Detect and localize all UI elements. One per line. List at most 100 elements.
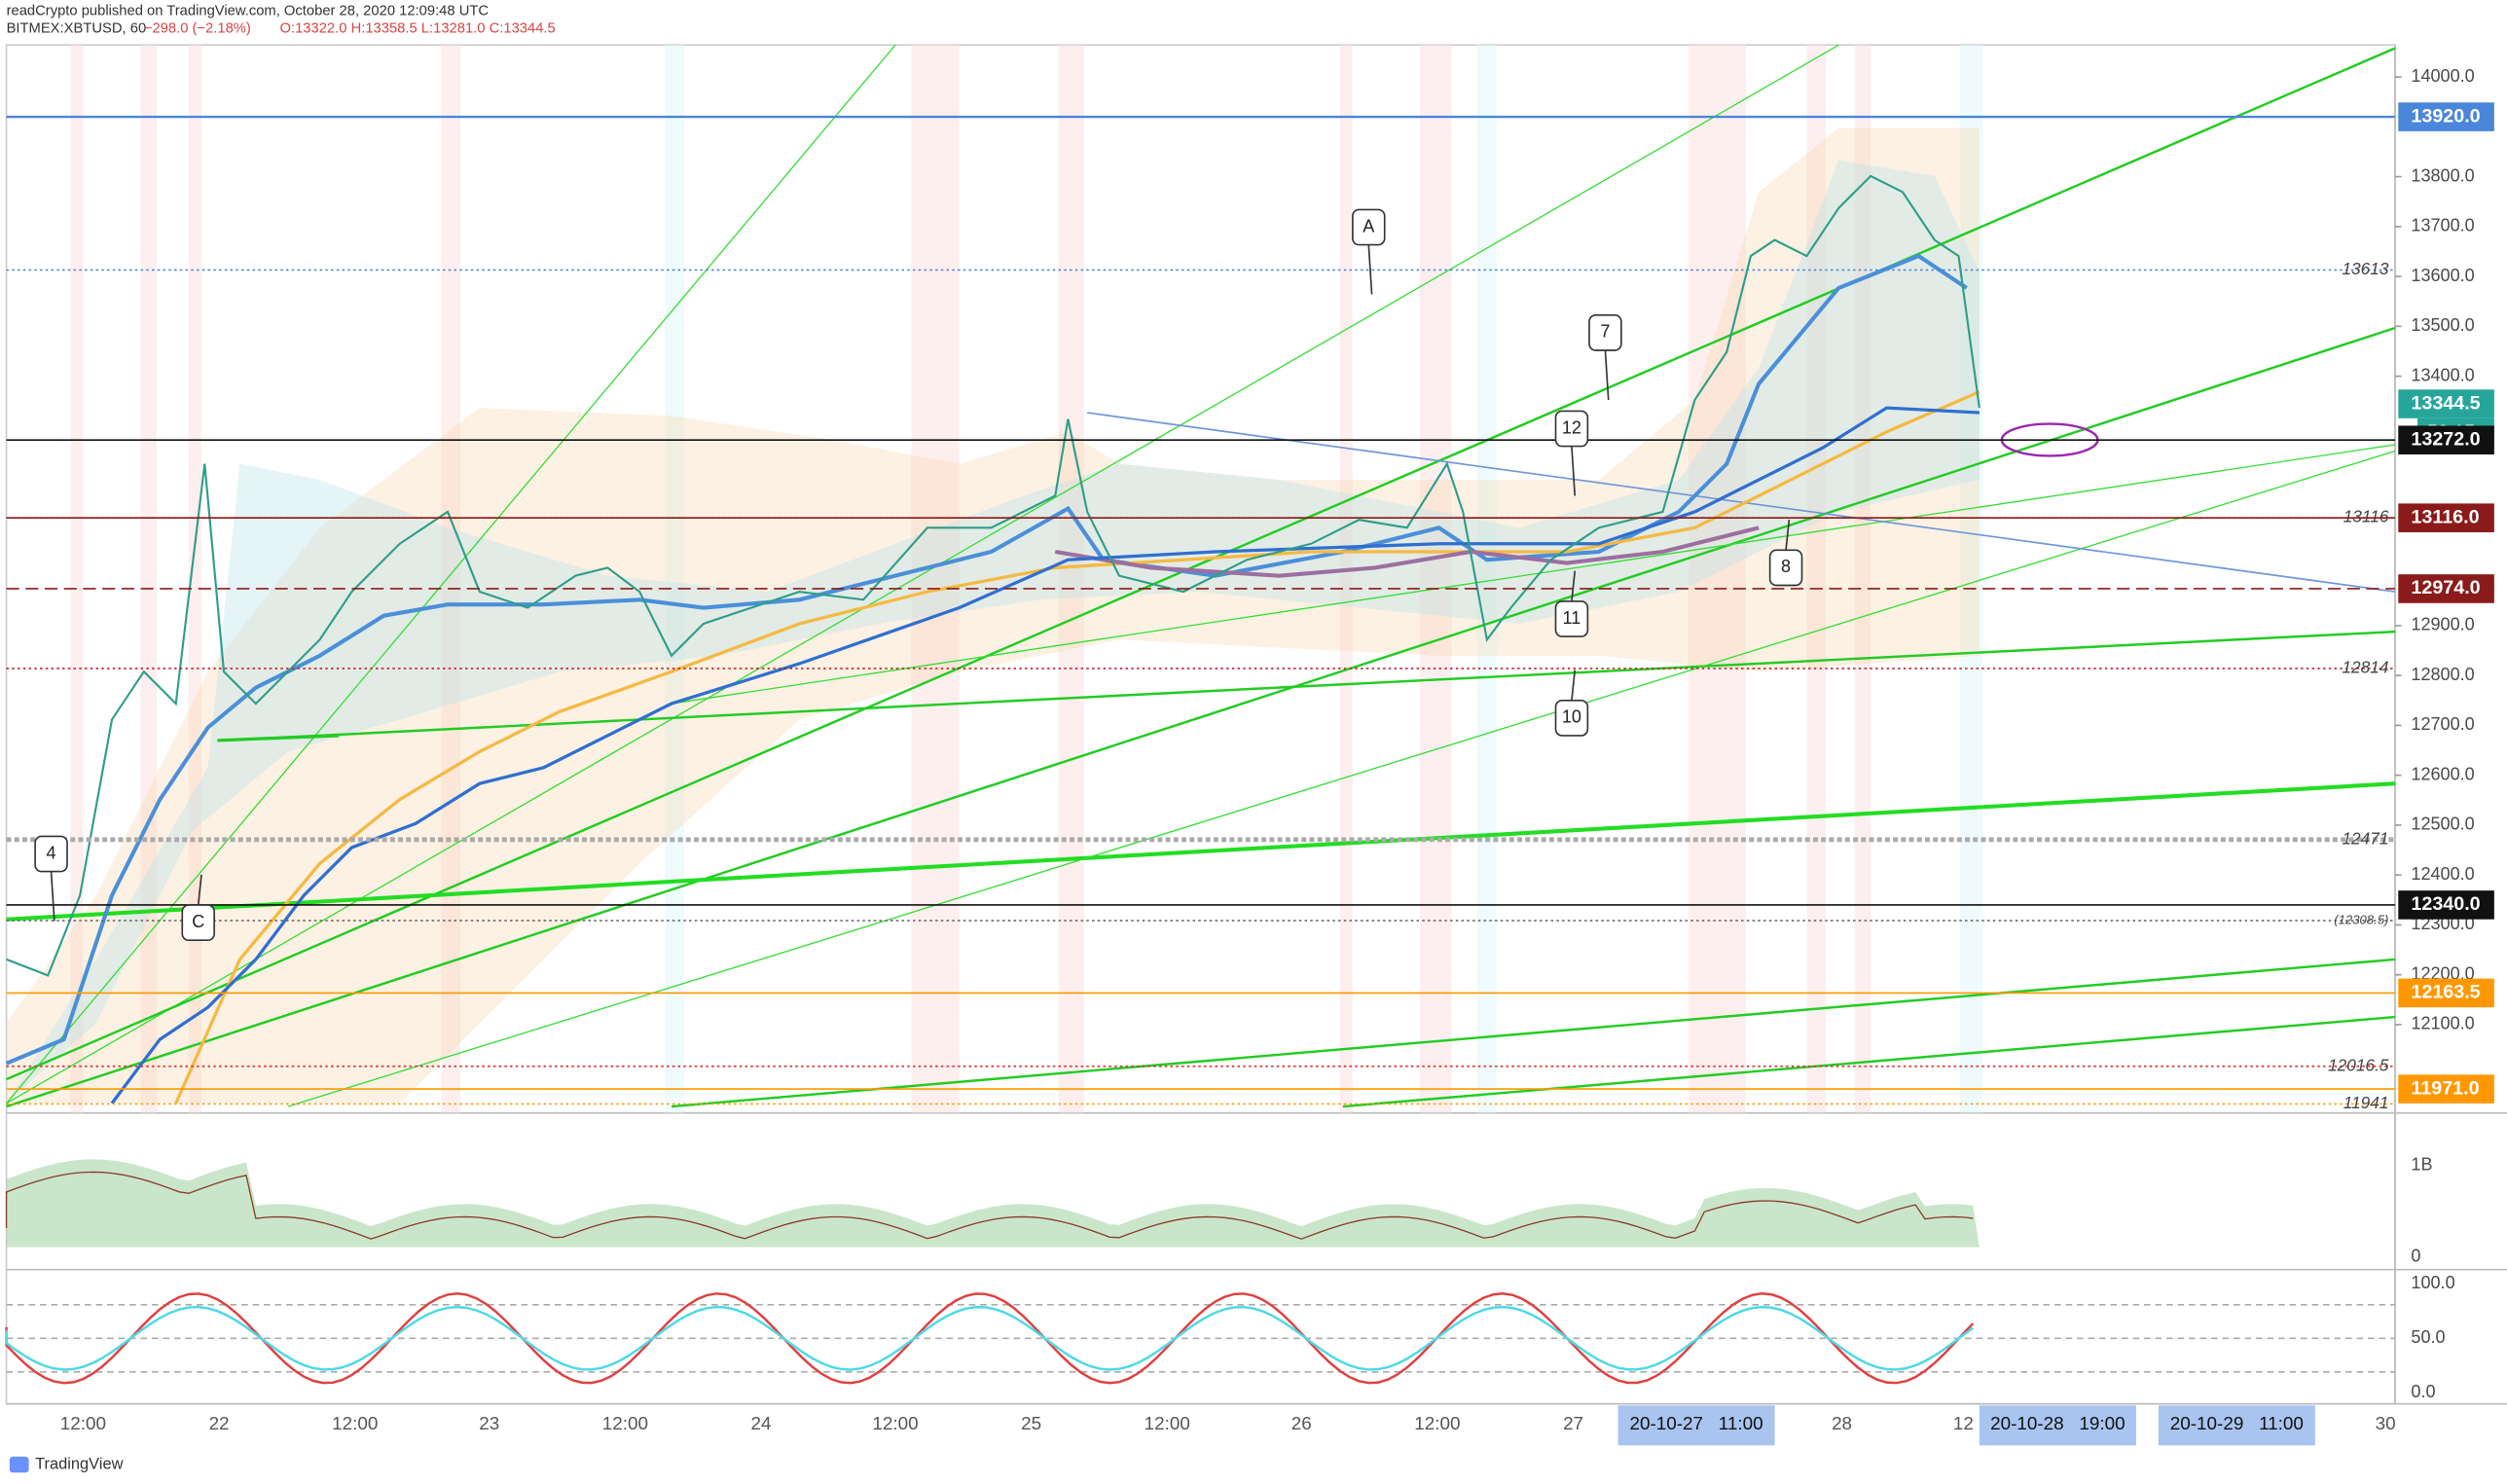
- callout-pointer: [1785, 520, 1791, 551]
- price-tick-label: 12600.0: [2411, 764, 2474, 783]
- annotations: A 7 12 11 10 8 4 C: [34, 208, 1803, 942]
- price-tag: [2398, 503, 2494, 532]
- stoch-axis-label: 50.0: [2411, 1327, 2445, 1347]
- trend-lines: [6, 44, 2396, 1108]
- column: [70, 45, 84, 1113]
- level-note: 13613: [2342, 259, 2388, 278]
- trend-line: [6, 781, 2396, 922]
- price-tag-label: 12340.0: [2411, 893, 2480, 915]
- price-tag-label: 13920.0: [2411, 105, 2480, 127]
- stoch-line: [5, 1292, 1975, 1385]
- column: [1477, 45, 1497, 1113]
- price-tick-label: 12700.0: [2411, 714, 2474, 734]
- price-tick-label: 12100.0: [2411, 1014, 2474, 1033]
- level-note: (12308.5): [2334, 913, 2388, 927]
- time-highlight: [2158, 1405, 2315, 1446]
- column: [1339, 45, 1353, 1113]
- time-label: 30: [2376, 1414, 2396, 1434]
- time-label: 20-10-28 19:00: [1990, 1414, 2126, 1434]
- callout-pointer: [197, 874, 202, 906]
- price-tick-label: 13500.0: [2411, 315, 2474, 335]
- callout-label: 10: [1562, 707, 1581, 727]
- column: [1058, 45, 1084, 1113]
- ma-line: [1054, 525, 1760, 578]
- band: [6, 160, 1980, 1104]
- price-tick-label: 12800.0: [2411, 665, 2474, 684]
- callout-pointer: [1571, 670, 1577, 701]
- price-tag: [2398, 389, 2494, 418]
- callout-pointer: [1571, 446, 1577, 496]
- price-tick-label: 13600.0: [2411, 266, 2474, 285]
- time-label: 20-10-29 11:00: [2170, 1414, 2304, 1434]
- bands: [6, 127, 1980, 1104]
- callout-pointer: [1571, 570, 1577, 602]
- price-tick-label: 13400.0: [2411, 365, 2474, 384]
- volume-axis-label: 1B: [2411, 1155, 2432, 1175]
- ohlc: O:13322.0 H:13358.5 L:13281.0 C:13344.5: [280, 21, 556, 37]
- price-tag-label: 13344.5: [2411, 392, 2480, 414]
- price-tag: [2398, 1074, 2494, 1104]
- price-path: [6, 174, 1980, 977]
- level-note: 12016.5: [2328, 1055, 2389, 1074]
- price-tag: [2398, 574, 2494, 603]
- callout-label: 7: [1600, 322, 1610, 342]
- price-tag: [2398, 978, 2494, 1008]
- price-tick-label: 12200.0: [2411, 963, 2474, 983]
- price-tag-label: 13272.0: [2411, 428, 2480, 450]
- trend-line: [6, 44, 1839, 1104]
- callout-label: A: [1362, 216, 1375, 235]
- price-tag-label: 11971.0: [2411, 1077, 2479, 1099]
- column: [1688, 45, 1746, 1113]
- time-label: 26: [1291, 1414, 1312, 1434]
- band: [6, 127, 1980, 1104]
- level-note: 12814: [2342, 658, 2388, 677]
- trend-line: [287, 450, 2396, 1107]
- price-tick-label: 13800.0: [2411, 165, 2474, 185]
- callout-pointer: [1367, 244, 1373, 295]
- volume-ma: [5, 1171, 1974, 1240]
- callout-label: 11: [1563, 608, 1581, 628]
- footer: TradingView: [35, 1455, 123, 1472]
- price-tag: [2398, 425, 2494, 455]
- time-label: 25: [1021, 1414, 1041, 1434]
- trend-line: [671, 444, 2396, 705]
- time-label: 12:00: [602, 1414, 648, 1434]
- time-label: 12:00: [60, 1414, 106, 1434]
- trend-line: [6, 44, 896, 1104]
- trend-line: [1342, 1015, 2396, 1108]
- time-label: 12: [1953, 1414, 1974, 1434]
- time-axis: 12:00 22 12:00 23 12:00 24 12:00 25 12:0…: [60, 1405, 2396, 1446]
- ma-line: [5, 253, 1968, 1066]
- callout-label: C: [192, 912, 204, 931]
- time-label: 23: [479, 1414, 499, 1434]
- price-tag-label: 13116.0: [2411, 506, 2479, 527]
- time-label: 27: [1563, 1414, 1583, 1434]
- symbol: BITMEX:XBTUSD, 60: [7, 21, 147, 37]
- trend-line: [671, 958, 2396, 1108]
- ma-line: [110, 406, 1980, 1104]
- level-note: 11941: [2344, 1093, 2389, 1112]
- time-label: 12:00: [1414, 1414, 1460, 1434]
- time-label: 12:00: [872, 1414, 918, 1434]
- column: [1419, 45, 1452, 1113]
- callout: [181, 904, 215, 942]
- panes: [5, 44, 2507, 1405]
- column: [188, 45, 201, 1113]
- column: [911, 45, 960, 1113]
- callout-label: 8: [1781, 557, 1791, 576]
- highlight-columns: [70, 45, 1983, 1113]
- trend-line: [1087, 412, 2396, 593]
- level-note: 12471: [2342, 828, 2388, 848]
- time-label: 24: [750, 1414, 771, 1434]
- logo: [9, 1456, 29, 1473]
- volume-area: [6, 1159, 1980, 1248]
- column: [1854, 45, 1871, 1113]
- levels: 14000.0 13800.0 13700.0 13600.0 13500.0 13400…: [6, 66, 2494, 1112]
- volume-axis-label: 0: [2411, 1246, 2420, 1265]
- level-note: 13116: [2344, 507, 2389, 526]
- ma-line: [174, 390, 1980, 1104]
- moving-averages: [5, 253, 1980, 1104]
- stoch-signal: [5, 1305, 1975, 1371]
